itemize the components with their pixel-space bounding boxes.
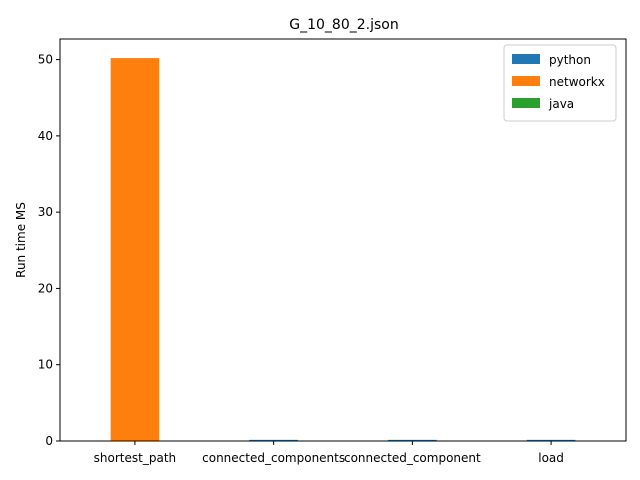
y-tick-label: 50: [38, 53, 53, 67]
bar-networkx-shortest_path: [110, 58, 160, 441]
y-axis-label: Run time MS: [14, 202, 28, 278]
x-axis: shortest_path connected_componentsconnect…: [94, 441, 564, 465]
bar-python-connected_components: [249, 439, 298, 441]
chart-title: G_10_80_2.json: [289, 17, 398, 33]
x-tick-label: connected_component: [344, 451, 481, 465]
legend-label-java: java: [548, 97, 574, 111]
legend: python networkx java: [503, 44, 617, 122]
legend-swatch-networkx: [512, 76, 540, 86]
y-tick-label: 20: [38, 281, 53, 295]
x-tick-label: connected_components: [202, 451, 345, 465]
legend-swatch-python: [512, 54, 540, 64]
axes-frame: [59, 38, 627, 442]
x-tick-label: load: [538, 451, 564, 465]
bar-python-load: [526, 439, 576, 441]
y-tick-label: 0: [45, 434, 53, 448]
y-tick-label: 10: [38, 358, 53, 372]
legend-swatch-java: [512, 98, 540, 108]
legend-label-python: python: [549, 53, 591, 67]
y-tick-label: 30: [38, 205, 53, 219]
x-tick-label: shortest_path: [94, 451, 176, 465]
legend-label-networkx: networkx: [549, 75, 605, 89]
y-axis: 0 10 20 30 40 50: [38, 53, 60, 448]
plot-area: [59, 38, 627, 442]
y-tick-label: 40: [38, 129, 53, 143]
bar-python-connected_component: [388, 439, 437, 441]
